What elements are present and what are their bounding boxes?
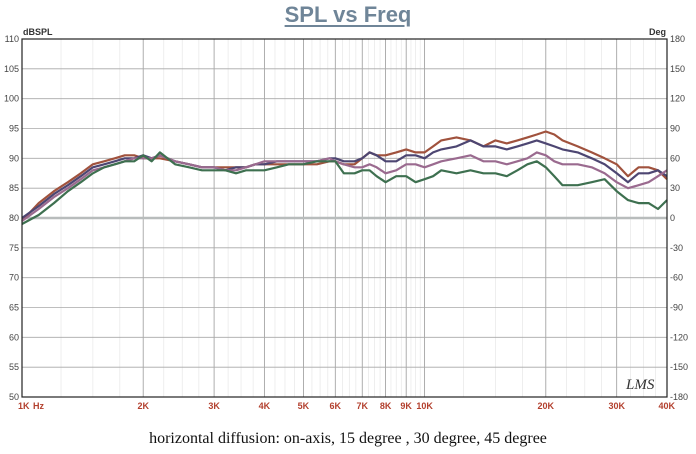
- y-tick-label: 70: [9, 273, 19, 283]
- y-tick-label: 50: [9, 392, 19, 402]
- series-line-3: [21, 151, 668, 222]
- y2-tick-label: -150: [670, 362, 688, 372]
- x-tick-label: 30K: [608, 401, 625, 411]
- y2-tick-label: -180: [670, 392, 688, 402]
- y2-tick-label: 180: [670, 34, 685, 44]
- chart-title: SPL vs Freq: [284, 2, 412, 27]
- series-line-1: [21, 130, 668, 222]
- y2-tick-label: -120: [670, 332, 688, 342]
- x-tick-label: 5K: [298, 401, 310, 411]
- series-group: [21, 130, 668, 225]
- x-axis-labels: 1K 2K 3K 4K 5K 6K 7K 8K 9K 10K 20K 30K 40K: [18, 401, 675, 411]
- x-tick-label: 10K: [416, 401, 433, 411]
- y-tick-label: 100: [4, 94, 19, 104]
- y-tick-label: 85: [9, 183, 19, 193]
- x-tick-label: 40K: [658, 401, 675, 411]
- y2-axis-unit: Deg: [649, 27, 666, 37]
- x-tick-label: 1K: [18, 401, 30, 411]
- y-axis-labels: 110 105 100 95 90 85 80 75 70 65 60 55 50: [4, 34, 19, 402]
- y2-axis-labels: 180 150 120 90 60 30 0 -30 -60 -90 -120 -150 -180: [670, 34, 688, 402]
- y-tick-label: 90: [9, 153, 19, 163]
- y-tick-label: 80: [9, 213, 19, 223]
- y-tick-label: 55: [9, 362, 19, 372]
- y-tick-label: 95: [9, 124, 19, 134]
- y-axis-unit: dBSPL: [23, 27, 53, 37]
- series-line-2: [21, 139, 668, 219]
- y2-tick-label: -90: [670, 303, 683, 313]
- x-tick-label: 9K: [400, 401, 412, 411]
- y-tick-label: 110: [5, 34, 19, 44]
- y-tick-label: 65: [9, 303, 19, 313]
- y2-tick-label: -30: [670, 243, 683, 253]
- y2-tick-label: -60: [670, 273, 683, 283]
- chart-caption: horizontal diffusion: on-axis, 15 degree…: [149, 430, 547, 447]
- y2-tick-label: 0: [670, 213, 675, 223]
- x-tick-label: 3K: [208, 401, 220, 411]
- y2-tick-label: 30: [670, 183, 680, 193]
- x-tick-label: 8K: [380, 401, 392, 411]
- y2-tick-label: 60: [670, 153, 680, 163]
- series-line-4: [21, 151, 668, 225]
- x-tick-label: 4K: [259, 401, 271, 411]
- x-tick-label: 2K: [137, 401, 149, 411]
- x-tick-label: 7K: [356, 401, 368, 411]
- y2-tick-label: 150: [670, 64, 685, 74]
- y-tick-label: 60: [9, 332, 19, 342]
- x-axis-unit: Hz: [33, 401, 44, 411]
- lms-watermark: LMS: [625, 377, 655, 393]
- x-tick-label: 20K: [538, 401, 555, 411]
- y-tick-label: 75: [9, 243, 19, 253]
- y2-tick-label: 90: [670, 124, 680, 134]
- spl-vs-freq-chart: 110 105 100 95 90 85 80 75 70 65 60 55 50 180 150 120 9…: [4, 27, 688, 411]
- plot-frame: [21, 38, 668, 398]
- y-tick-label: 105: [4, 64, 19, 74]
- x-tick-label: 6K: [330, 401, 342, 411]
- y2-tick-label: 120: [670, 94, 685, 104]
